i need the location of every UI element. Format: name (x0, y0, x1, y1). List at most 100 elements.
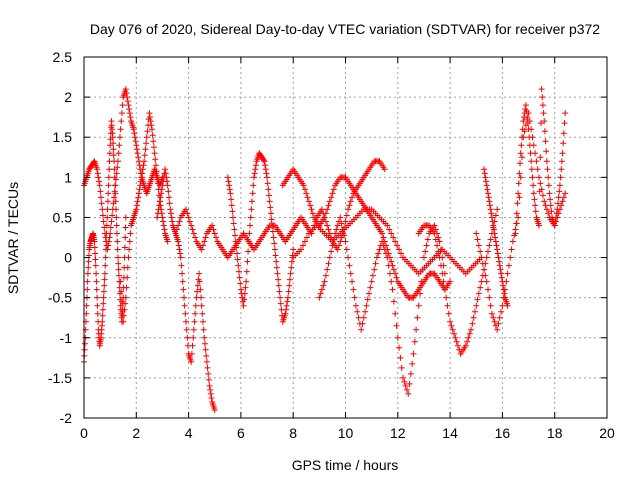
data-point (288, 264, 295, 271)
data-point (164, 182, 171, 189)
x-tick-label: 2 (132, 425, 140, 441)
data-point (380, 234, 387, 241)
data-point (201, 340, 208, 347)
data-point (471, 308, 478, 315)
data-point (112, 190, 119, 197)
data-point (154, 174, 161, 181)
data-point (227, 190, 234, 197)
data-point (513, 210, 520, 217)
data-point (103, 238, 110, 245)
data-point (371, 266, 378, 273)
data-point (188, 350, 195, 357)
data-point (234, 256, 241, 263)
data-point (517, 174, 524, 181)
data-point (448, 322, 455, 329)
data-point (495, 254, 502, 261)
data-point (135, 154, 142, 161)
data-point (141, 158, 148, 165)
data-point (275, 282, 282, 289)
data-point (536, 222, 543, 229)
data-point (322, 210, 329, 217)
y-tick-label: -2 (60, 410, 73, 426)
data-point (488, 310, 495, 317)
data-point (350, 286, 357, 293)
data-point (451, 330, 458, 337)
data-point (541, 198, 548, 205)
data-point (243, 268, 250, 275)
data-point (485, 248, 492, 255)
data-point (386, 270, 393, 277)
data-point (355, 314, 362, 321)
data-point (114, 238, 121, 245)
data-point (164, 238, 171, 245)
data-point (99, 318, 106, 325)
data-point (497, 266, 504, 273)
data-point (110, 140, 117, 147)
data-point (233, 244, 240, 251)
data-point (196, 278, 203, 285)
data-point (134, 150, 141, 157)
data-point (542, 138, 549, 145)
data-point (431, 230, 438, 237)
data-point (159, 214, 166, 221)
data-point (94, 170, 101, 177)
data-point (190, 334, 197, 341)
data-point (537, 180, 544, 187)
data-point (351, 294, 358, 301)
data-point (213, 234, 220, 241)
data-point (276, 288, 283, 295)
data-point (552, 218, 559, 225)
data-point (113, 170, 120, 177)
series-track-h (316, 214, 448, 397)
data-point (100, 300, 107, 307)
data-point (398, 364, 405, 371)
data-point (432, 236, 439, 243)
data-point (236, 274, 243, 281)
data-point (182, 318, 189, 325)
data-point (556, 188, 563, 195)
data-point (209, 222, 216, 229)
data-point (318, 286, 325, 293)
data-point (207, 390, 214, 397)
data-point (196, 270, 203, 277)
data-point (384, 254, 391, 261)
data-point (487, 206, 494, 213)
data-point (225, 178, 232, 185)
data-point (226, 186, 233, 193)
data-point (494, 246, 501, 253)
data-point (466, 330, 473, 337)
data-point (558, 202, 565, 209)
data-point (120, 318, 127, 325)
data-point (499, 302, 506, 309)
data-point (528, 166, 535, 173)
data-point (393, 274, 400, 281)
data-point (561, 120, 568, 127)
data-point (190, 326, 197, 333)
data-point (494, 250, 501, 257)
data-point (545, 210, 552, 217)
data-point (474, 296, 481, 303)
data-point (232, 232, 239, 239)
x-tick-label: 0 (80, 425, 88, 441)
data-point (245, 248, 252, 255)
data-point (90, 159, 97, 166)
data-point (464, 338, 471, 345)
data-point (198, 246, 205, 253)
data-point (122, 234, 129, 241)
data-point (251, 170, 258, 177)
data-point (160, 222, 167, 229)
data-point (490, 226, 497, 233)
series-track-d (172, 158, 388, 261)
data-point (111, 158, 118, 165)
data-point (519, 154, 526, 161)
y-tick-label: 2.5 (53, 49, 73, 65)
data-point (320, 282, 327, 289)
data-point (485, 190, 492, 197)
data-point (562, 190, 569, 197)
data-point (478, 254, 485, 261)
data-point (198, 302, 205, 309)
data-point (380, 242, 387, 249)
data-point (286, 276, 293, 283)
data-point (493, 242, 500, 249)
data-point (516, 170, 523, 177)
